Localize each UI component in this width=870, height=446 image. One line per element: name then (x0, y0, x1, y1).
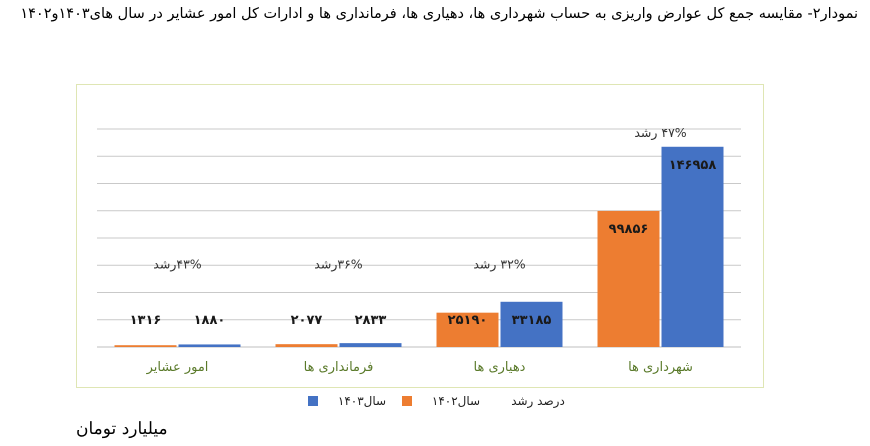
category-label: امور عشایر (146, 360, 209, 375)
chart-legend: سال۱۴۰۳ سال۱۴۰۲ درصد رشد (308, 394, 565, 409)
legend-label-1403: سال۱۴۰۳ (338, 394, 386, 408)
bar (339, 343, 402, 347)
data-label: ۲۸۳۳ (355, 313, 387, 328)
chart-frame: ۹۹۸۵۶ ۱۴۶۹۵۸ ۴۷% رشد شهرداری ها ۲۵۱۹۰ ۳۳۱۸۵ ۳۲… (76, 84, 764, 388)
bar (597, 210, 660, 347)
bar (661, 146, 724, 347)
legend-swatch-1403 (308, 396, 318, 406)
legend-label-1402: سال۱۴۰۲ (432, 394, 480, 408)
data-label: ۹۹۸۵۶ (609, 222, 649, 237)
data-label: ۲۰۷۷ (291, 313, 323, 328)
category-label: شهرداری ها (628, 360, 693, 375)
growth-label: ۴۷% رشد (634, 125, 686, 141)
data-label: ۱۸۸۰ (194, 313, 226, 328)
unit-label: میلیارد تومان (76, 419, 168, 439)
bar (500, 301, 563, 347)
data-label: ۲۵۱۹۰ (448, 313, 488, 328)
growth-label: ۳۲% رشد (473, 257, 525, 273)
chart-title: نمودار۲- مقایسه جمع کل عوارض واریزی به ح… (20, 6, 858, 22)
bar-chart: ۹۹۸۵۶ ۱۴۶۹۵۸ ۴۷% رشد شهرداری ها ۲۵۱۹۰ ۳۳۱۸۵ ۳۲… (97, 125, 741, 375)
data-label: ۱۳۱۶ (130, 313, 162, 328)
legend-label-growth: درصد رشد (511, 394, 565, 409)
bar (114, 345, 177, 347)
category-label: فرمانداری ها (304, 360, 374, 375)
bar (436, 312, 499, 347)
bar (275, 344, 338, 347)
data-label: ۱۴۶۹۵۸ (669, 158, 717, 173)
legend-swatch-1402 (402, 396, 412, 406)
growth-label: ۴۳%رشد (153, 257, 202, 273)
bar (178, 344, 241, 347)
data-label: ۳۳۱۸۵ (512, 313, 552, 328)
category-label: دهیاری ها (474, 360, 526, 375)
growth-label: ۳۶%رشد (314, 257, 363, 273)
